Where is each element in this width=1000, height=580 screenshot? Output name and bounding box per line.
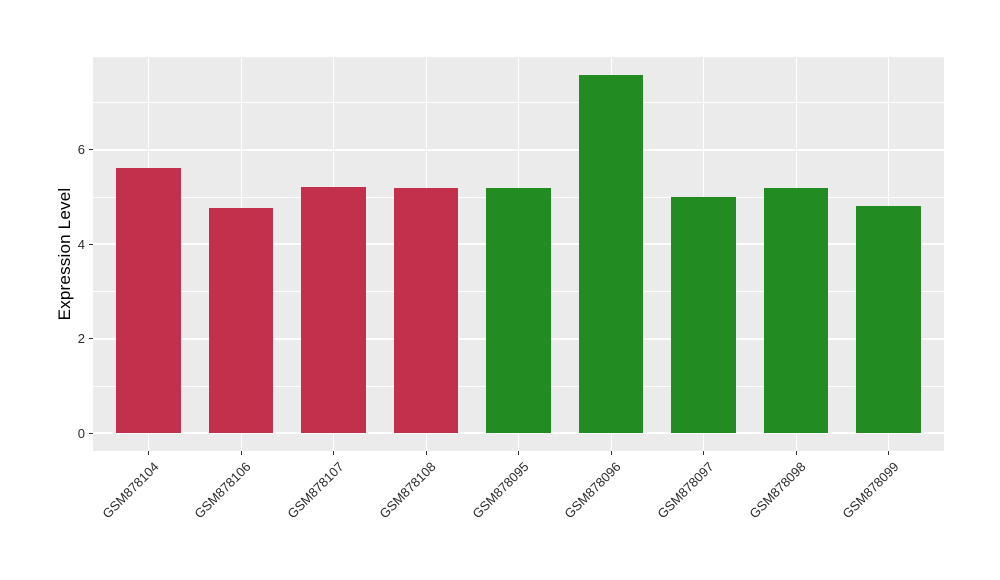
bars-layer <box>93 57 944 451</box>
y-tick-label: 4 <box>77 236 85 252</box>
x-tick-label-text: GSM878099 <box>838 459 902 522</box>
x-tick-mark <box>795 451 797 455</box>
x-tick-label-text: GSM878108 <box>376 459 439 522</box>
y-axis-title: Expression Level <box>55 187 74 321</box>
x-tick-mark <box>240 451 242 455</box>
x-tick-label-text: GSM878106 <box>191 459 254 522</box>
plot-panel <box>93 57 944 451</box>
bar-GSM878107 <box>301 187 366 434</box>
x-tick-label-text: GSM878107 <box>283 459 347 522</box>
y-tick-label: 6 <box>77 142 85 158</box>
bar-GSM878099 <box>856 205 921 434</box>
x-tick-label-text: GSM878096 <box>561 459 624 522</box>
x-tick-label-text: GSM878098 <box>746 459 809 522</box>
bar-GSM878108 <box>393 188 459 434</box>
y-tick-mark <box>89 149 93 151</box>
x-tick-label-text: GSM878097 <box>653 459 717 522</box>
bar-GSM878097 <box>671 196 736 434</box>
y-tick-label: 2 <box>77 331 85 347</box>
bar-GSM878104 <box>116 167 181 434</box>
gridline-minor <box>93 101 944 103</box>
y-tick-mark <box>89 338 93 340</box>
x-tick-mark <box>333 451 334 455</box>
x-tick-mark <box>425 451 427 455</box>
y-tick-label: 0 <box>77 425 85 441</box>
y-tick-mark <box>89 243 93 245</box>
bar-GSM878096 <box>578 74 644 434</box>
x-tick-mark <box>888 451 889 455</box>
x-tick-mark <box>518 451 519 455</box>
bar-GSM878098 <box>763 188 829 434</box>
x-tick-label-text: GSM878095 <box>468 459 532 522</box>
x-tick-mark <box>703 451 704 455</box>
gridline-major <box>93 148 944 151</box>
x-tick-label-text: GSM878104 <box>98 459 162 522</box>
bar-GSM878106 <box>208 208 274 434</box>
gridline-major <box>93 432 944 435</box>
x-tick-mark <box>148 451 149 455</box>
y-tick-mark <box>89 432 93 434</box>
x-tick-mark <box>610 451 612 455</box>
bar-GSM878095 <box>486 187 551 434</box>
